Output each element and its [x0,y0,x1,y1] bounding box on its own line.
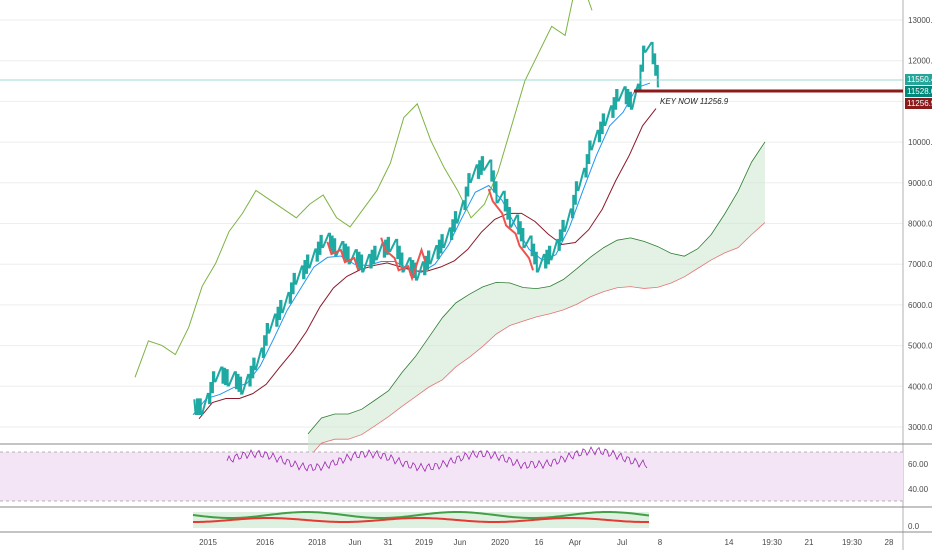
x-tick-label: 2020 [491,538,509,547]
x-tick-label: 31 [384,538,393,547]
cloud-fill [308,141,765,459]
price-tag-key [905,98,932,109]
price-down-segment [326,241,360,271]
price-tag-key-text: 11256.9 [907,99,932,108]
x-tick-label: Jul [617,538,627,547]
price-tag-close [905,86,932,97]
y-tick-label: 10000.0 [908,138,932,147]
y-tick-label: 5000.0 [908,342,932,351]
price-tag-last [905,74,932,85]
x-tick-label: 2016 [256,538,274,547]
x-tick-label: 2019 [415,538,433,547]
y-tick-label: 12000.0 [908,57,932,66]
price-down-segment [487,188,534,271]
x-tick-label: 28 [885,538,894,547]
key-level-annotation: KEY NOW 11256.9 [660,97,729,106]
y-tick-label: 6000.0 [908,301,932,310]
oscillator-line [226,446,648,473]
price-tag-last-text: 11550.4 [907,75,932,84]
x-tick-label: 2015 [199,538,217,547]
x-tick-label: 21 [805,538,814,547]
x-tick-label: Apr [569,538,582,547]
y-tick-label: 4000.0 [908,382,932,391]
x-tick-label: 19:30 [842,538,863,547]
oscillator-tick-40: 40.00 [908,485,929,494]
leading-span-a [307,141,766,435]
price-series [193,41,660,415]
price-kagi-line [193,41,660,415]
x-tick-label: 14 [725,538,734,547]
x-tick-label: Jun [454,538,467,547]
oscillator2-tick-0: 0.0 [908,522,920,531]
base-line [198,108,657,420]
indicator-lines [134,0,657,420]
y-tick-label: 13000.0 [908,16,932,25]
lagging-span [134,0,593,378]
y-axis[interactable]: 13000.012000.011000.010000.09000.08000.0… [908,16,932,432]
price-down-segment [380,237,427,282]
y-tick-label: 7000.0 [908,260,932,269]
oscillator2-line-a [192,510,650,519]
x-tick-label: 8 [658,538,663,547]
oscillator-band [0,452,903,501]
y-tick-label: 9000.0 [908,179,932,188]
x-tick-label: Jun [349,538,362,547]
x-tick-label: 16 [535,538,544,547]
oscillator-tick-60: 60.00 [908,460,929,469]
y-tick-label: 8000.0 [908,220,932,229]
x-tick-label: 19:30 [762,538,783,547]
ichimoku-cloud [307,141,766,459]
x-tick-label: 2018 [308,538,326,547]
price-tags: 11550.4 11528.0 11256.9 [905,74,932,109]
oscillator2-line-b [192,517,650,523]
price-tag-close-text: 11528.0 [907,87,932,96]
leading-span-b [307,222,766,459]
oscillator2-band [193,512,649,528]
y-tick-label: 3000.0 [908,423,932,432]
x-axis[interactable]: 2015 2016 2018 Jun 31 2019 Jun 2020 16 Apr Jul 8 14 1… [199,538,894,547]
